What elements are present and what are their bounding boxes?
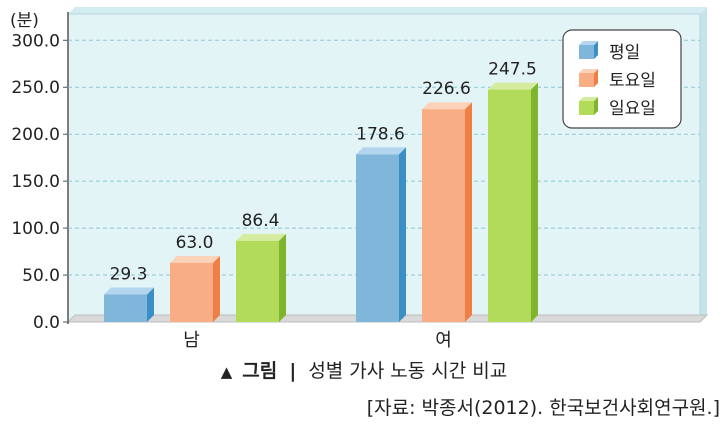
y-tick-label: 100.0: [11, 219, 60, 239]
legend-swatch: [579, 101, 594, 115]
legend-item-saturday: 토요일: [579, 69, 656, 91]
x-category-label-male: 남: [183, 330, 200, 350]
legend-item-weekday: 평일: [579, 41, 640, 63]
bar-face: [356, 154, 399, 322]
plot-top-edge: [68, 7, 707, 14]
legend-swatch: [579, 45, 594, 59]
legend-label: 토요일: [609, 71, 656, 91]
bar-side: [531, 82, 538, 322]
source-note: [자료: 박종서(2012). 한국보건사회연구원.]: [366, 397, 720, 419]
y-axis-unit: (분): [10, 11, 39, 31]
bar-female-weekday: [356, 147, 406, 322]
legend-swatch-side: [594, 69, 598, 87]
bar-female-saturday: [422, 102, 472, 322]
legend-label: 평일: [609, 43, 640, 63]
bar-side: [147, 287, 154, 322]
chart: 0.0 50.0 100.0 150.0 200.0 250.0 300.0 29.3 63.…: [10, 7, 709, 350]
bar-side: [213, 255, 220, 322]
y-tick-label: 150.0: [11, 172, 60, 192]
bar-side: [279, 233, 286, 322]
data-label-male-sunday: 86.4: [242, 211, 280, 231]
data-label-female-sunday: 247.5: [488, 60, 537, 80]
y-tick-label: 250.0: [11, 78, 60, 98]
bar-face: [422, 109, 465, 322]
legend-swatch-side: [594, 97, 598, 115]
bar-top: [170, 255, 220, 263]
bar-face: [170, 262, 213, 322]
bar-side: [465, 102, 472, 322]
data-label-male-saturday: 63.0: [176, 233, 214, 253]
bar-female-sunday: [488, 82, 538, 322]
legend-swatch-top: [579, 97, 598, 101]
legend-swatch: [579, 73, 594, 87]
data-label-female-saturday: 226.6: [422, 79, 471, 99]
data-label-male-weekday: 29.3: [110, 264, 148, 284]
legend-label: 일요일: [609, 99, 656, 119]
x-category-label-female: 여: [435, 330, 452, 350]
legend-item-sunday: 일요일: [579, 97, 656, 119]
bar-face: [236, 240, 279, 322]
bar-male-sunday: [236, 233, 286, 322]
bar-top: [104, 287, 154, 295]
bar-top: [356, 147, 406, 155]
legend-swatch-side: [594, 41, 598, 59]
bar-face: [104, 294, 147, 322]
legend-swatch-top: [579, 69, 598, 73]
y-tick-label: 200.0: [11, 125, 60, 145]
caption-prefix: 그림: [242, 360, 278, 382]
bar-top: [422, 102, 472, 110]
caption-divider: |: [289, 360, 297, 382]
bar-face: [488, 89, 531, 322]
bar-top: [236, 233, 286, 241]
bar-side: [399, 147, 406, 322]
y-tick-label: 300.0: [11, 31, 60, 51]
figure-caption: ▲ 그림 | 성별 가사 노동 시간 비교: [0, 356, 728, 383]
caption-title: 성별 가사 노동 시간 비교: [308, 360, 508, 382]
bar-male-saturday: [170, 255, 220, 322]
y-tick-label: 0.0: [33, 313, 60, 333]
y-tick-label: 50.0: [22, 266, 60, 286]
legend-swatch-top: [579, 41, 598, 45]
data-label-female-weekday: 178.6: [356, 124, 405, 144]
plot-side-wall: [700, 7, 707, 322]
bar-male-weekday: [104, 287, 154, 322]
bar-top: [488, 82, 538, 90]
caption-marker: ▲: [220, 363, 233, 381]
